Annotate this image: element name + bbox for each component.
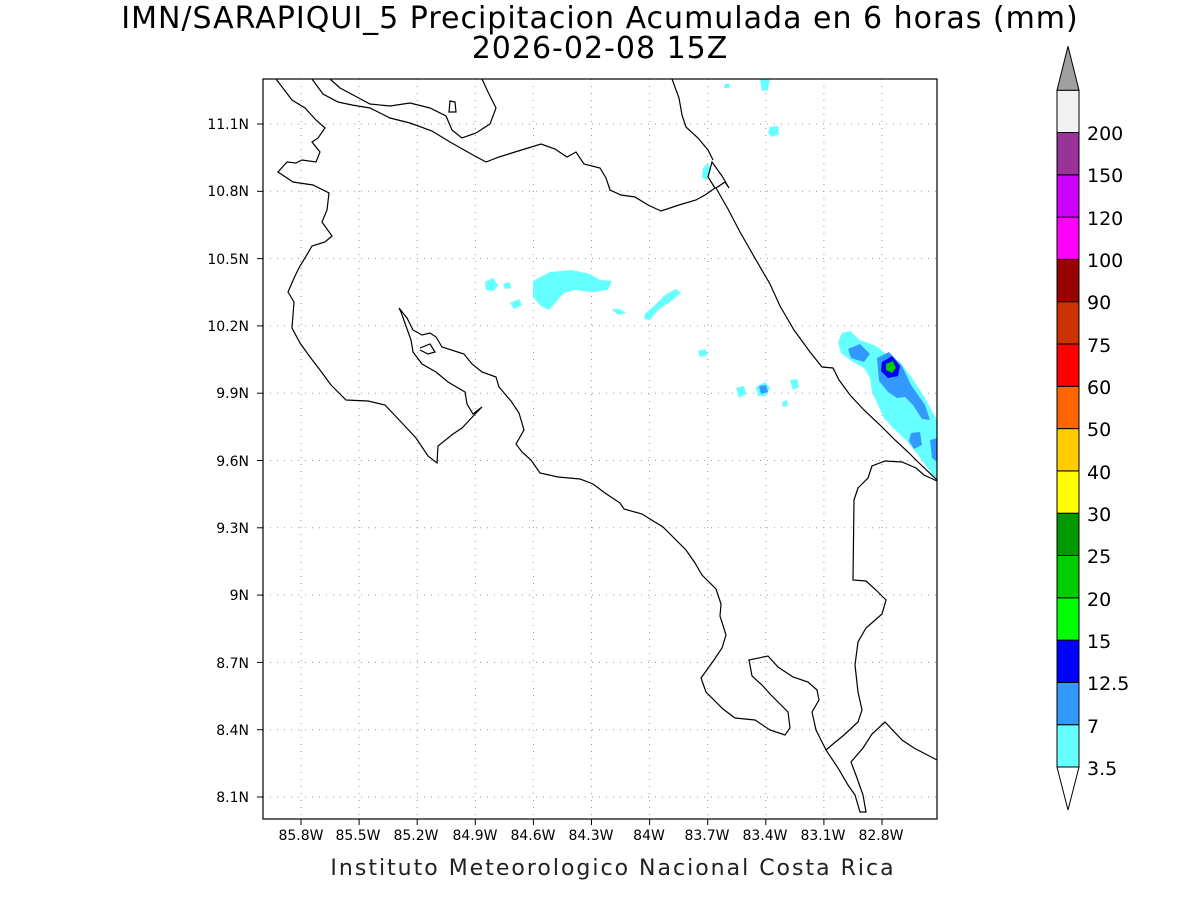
colorbar-swatch: [1056, 343, 1080, 387]
colorbar-swatch: [1056, 724, 1080, 768]
precip-area-caribbean: [759, 331, 937, 480]
colorbar-swatch: [1056, 174, 1080, 218]
lat-tick-label: 11.1N: [207, 117, 249, 133]
colorbar-label: 25: [1087, 546, 1111, 568]
colorbar-swatch: [1056, 639, 1080, 683]
map-frame: [262, 78, 938, 820]
colorbar-label: 3.5: [1087, 758, 1117, 780]
lon-tick-label: 82.8W: [858, 828, 903, 844]
colorbar-label: 30: [1087, 504, 1111, 526]
colorbar-swatch: [1056, 89, 1080, 133]
colorbar-label: 75: [1087, 335, 1111, 357]
lat-tick-label: 10.8N: [207, 184, 249, 200]
lon-tick-label: 84W: [633, 828, 665, 844]
coastline: [275, 79, 937, 813]
colorbar-swatch: [1056, 301, 1080, 345]
colorbar-min-triangle: [1056, 766, 1080, 811]
colorbar-swatch: [1056, 555, 1080, 599]
colorbar-swatch: [1056, 597, 1080, 641]
lon-tick-label: 85.8W: [278, 828, 323, 844]
lon-tick-label: 83.1W: [800, 828, 845, 844]
lon-tick-label: 84.6W: [510, 828, 555, 844]
lon-tick-label: 85.5W: [335, 828, 380, 844]
lon-tick-label: 83.7W: [684, 828, 729, 844]
colorbar-label: 60: [1087, 377, 1111, 399]
colorbar-swatch: [1056, 132, 1080, 176]
lat-tick-label: 8.7N: [216, 656, 249, 672]
precipitation-areas: [485, 79, 937, 480]
longitude-axis: 85.8W 85.5W 85.2W 84.9W 84.6W 84.3W 84W …: [278, 828, 903, 844]
colorbar-max-triangle: [1056, 46, 1080, 91]
lon-tick-label: 84.9W: [452, 828, 497, 844]
map-grid: [257, 79, 937, 825]
colorbar-label: 7: [1087, 716, 1099, 738]
colorbar-label: 150: [1087, 165, 1123, 187]
colorbar-label: 15: [1087, 631, 1111, 653]
colorbar-swatch: [1056, 428, 1080, 472]
colorbar-label: 90: [1087, 292, 1111, 314]
colorbar-label: 50: [1087, 419, 1111, 441]
colorbar-label: 100: [1087, 250, 1123, 272]
credit-text: Instituto Meteorologico Nacional Costa R…: [330, 856, 896, 881]
lon-tick-label: 83.4W: [742, 828, 787, 844]
colorbar-swatch: [1056, 681, 1080, 726]
map-title: IMN/SARAPIQUI_5 Precipitacion Acumulada …: [121, 1, 1079, 36]
lat-tick-label: 9.9N: [216, 386, 249, 402]
lat-tick-label: 9N: [230, 588, 249, 604]
colorbar-swatch: [1056, 385, 1080, 430]
lat-tick-label: 8.1N: [216, 790, 249, 806]
colorbar-swatch: [1056, 216, 1080, 260]
precip-area-north: [485, 79, 799, 407]
lon-tick-label: 85.2W: [393, 828, 438, 844]
colorbar-label: 120: [1087, 208, 1123, 230]
colorbar-label: 12.5: [1087, 673, 1129, 695]
colorbar-swatch: [1056, 512, 1080, 557]
latitude-axis: 11.1N 10.8N 10.5N 10.2N 9.9N 9.6N 9.3N 9…: [207, 117, 249, 806]
lat-tick-label: 10.5N: [207, 252, 249, 268]
colorbar-label: 40: [1087, 462, 1111, 484]
lat-tick-label: 10.2N: [207, 319, 249, 335]
colorbar-swatch: [1056, 258, 1080, 303]
colorbar-label: 20: [1087, 589, 1111, 611]
lon-tick-label: 84.3W: [568, 828, 613, 844]
lat-tick-label: 9.3N: [216, 521, 249, 537]
colorbar-label: 200: [1087, 123, 1123, 145]
map-valid-time: 2026-02-08 15Z: [471, 31, 729, 66]
lat-tick-label: 9.6N: [216, 454, 249, 470]
colorbar-swatch: [1056, 470, 1080, 514]
lat-tick-label: 8.4N: [216, 723, 249, 739]
precipitation-colorbar: 3.5 7 12.5 15 20 25 30 40 50 60 75 90 10…: [1056, 46, 1129, 811]
